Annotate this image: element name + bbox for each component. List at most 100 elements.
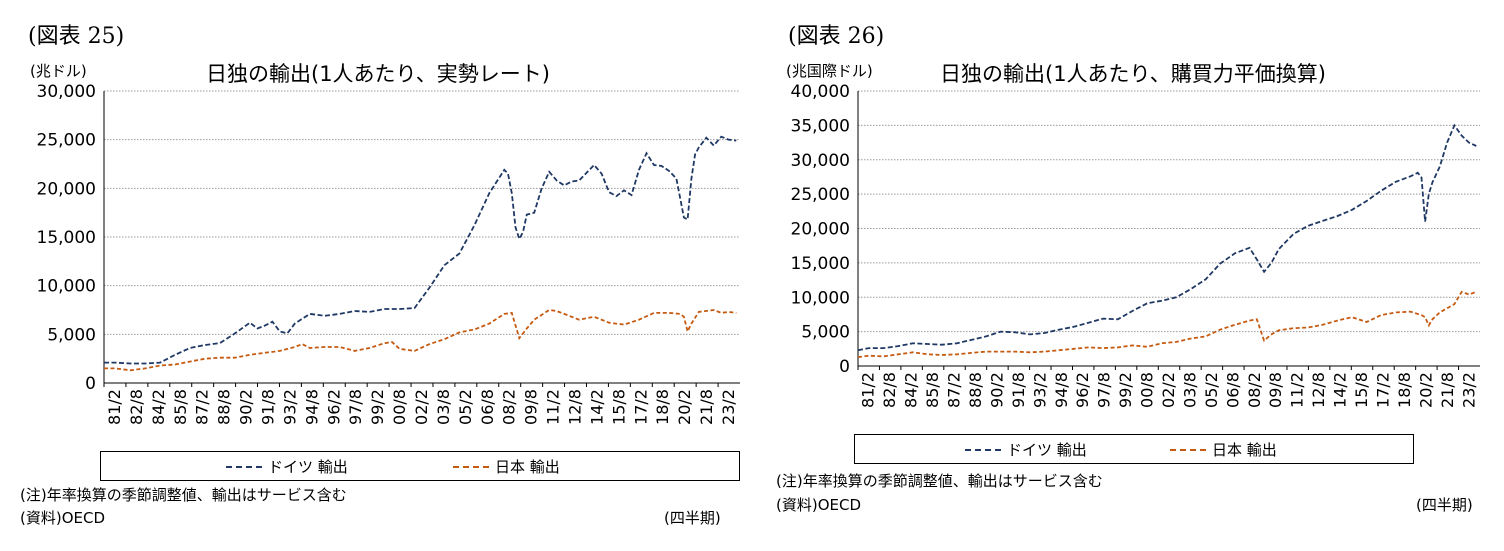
x-tick-label: 06/8 [478,389,497,425]
figure-label: (図表 26) [788,24,885,49]
series-line-japan [104,309,737,372]
x-tick-label: 11/2 [1288,372,1307,408]
x-tick-label: 81/2 [105,389,124,425]
y-tick-label: 0 [85,374,96,394]
x-tick-label: 85/8 [923,372,942,408]
x-tick-label: 09/8 [522,389,541,425]
x-tick-label: 96/2 [324,389,343,425]
x-tick-label: 97/8 [346,389,365,425]
footnote: (注)年率換算の季節調整値、輸出はサービス含む [776,472,1103,490]
x-tick-label: 02/2 [412,389,431,425]
x-tick-label: 84/2 [902,372,921,408]
x-tick-label: 00/8 [1138,372,1157,408]
series-line-japan [857,290,1477,358]
x-tick-label: 87/2 [945,372,964,408]
x-tick-label: 14/2 [1331,372,1350,408]
x-tick-label: 21/8 [697,389,716,425]
y-tick-label: 15,000 [37,228,96,248]
legend-swatch-germany [965,448,1001,451]
y-tick-label: 20,000 [791,220,850,240]
legend: ドイツ 輸出 日本 輸出 [100,451,740,481]
period-label: (四半期) [1416,496,1473,514]
x-tick-label: 21/8 [1438,372,1457,408]
period-label: (四半期) [664,509,721,527]
x-tick-label: 17/2 [631,389,650,425]
legend: ドイツ 輸出 日本 輸出 [854,434,1414,464]
panel-figure-25: (図表 25) 日独の輸出(1人あたり、実勢レート) (兆ドル) 0 5,000 1… [20,24,740,527]
x-tick-label: 88/8 [966,372,985,408]
x-tick-label: 08/2 [500,389,519,425]
y-tick-label: 25,000 [37,131,96,151]
x-tick-label: 85/8 [171,389,190,425]
x-tick-label: 02/2 [1159,372,1178,408]
y-tick-label: 20,000 [37,179,96,199]
legend-swatch-japan [1170,448,1206,451]
chart-title: 日独の輸出(1人あたり、実勢レート) [206,62,550,86]
y-tick-label: 10,000 [37,277,96,297]
x-tick-label: 91/8 [258,389,277,425]
x-tick-label: 08/2 [1245,372,1264,408]
legend-label-germany: ドイツ 輸出 [1007,441,1087,459]
x-tick-label: 90/2 [237,389,256,425]
x-tick-label: 17/2 [1373,372,1392,408]
x-tick-label: 91/8 [1009,372,1028,408]
series-line-germany [104,135,737,365]
x-tick-label: 20/2 [1416,372,1435,408]
x-tick-label: 09/8 [1266,372,1285,408]
source-note: (資料)OECD [776,496,862,514]
x-tick-label: 82/8 [127,389,146,425]
legend-label-germany: ドイツ 輸出 [268,458,348,476]
y-axis-unit: (兆ドル) [30,62,87,80]
x-tick-label: 84/2 [149,389,168,425]
chart-title: 日独の輸出(1人あたり、購買力平価換算) [940,62,1326,86]
x-tick-label: 88/8 [215,389,234,425]
x-tick-label: 12/8 [1309,372,1328,408]
x-tick-label: 82/8 [880,372,899,408]
x-tick-label: 99/2 [1116,372,1135,408]
source-note: (資料)OECD [20,509,106,527]
x-tick-label: 90/2 [987,372,1006,408]
x-tick-label: 00/8 [390,389,409,425]
x-tick-label: 94/8 [302,389,321,425]
legend-swatch-germany [226,465,262,468]
x-tick-label: 93/2 [1030,372,1049,408]
x-tick-label: 15/8 [609,389,628,425]
y-tick-label: 5,000 [47,325,96,345]
legend-label-japan: 日本 輸出 [1212,441,1277,459]
x-tick-label: 14/2 [587,389,606,425]
legend-item-japan: 日本 輸出 [1170,439,1277,460]
legend-label-japan: 日本 輸出 [495,458,560,476]
x-tick-label: 18/8 [1395,372,1414,408]
y-tick-label: 25,000 [791,185,850,205]
x-tick-label: 93/2 [280,389,299,425]
figure-label: (図表 25) [28,24,125,49]
y-tick-label: 0 [839,357,850,377]
x-tick-label: 97/8 [1095,372,1114,408]
x-tick-label: 03/8 [434,389,453,425]
line-chart: 0 5,000 10,000 15,000 20,000 25,000 30,000 81/2… [37,82,740,425]
x-tick-label: 03/8 [1180,372,1199,408]
line-chart: 0 5,000 10,000 15,000 20,000 25,000 30,000 35,0… [791,82,1480,408]
legend-item-germany: ドイツ 輸出 [226,456,348,477]
x-tick-label: 11/2 [544,389,563,425]
legend-item-germany: ドイツ 輸出 [965,439,1087,460]
x-tick-label: 05/2 [456,389,475,425]
x-tick-label: 23/2 [719,389,738,425]
legend-item-japan: 日本 輸出 [453,456,560,477]
series-line-germany [857,123,1477,352]
legend-swatch-japan [453,465,489,468]
x-tick-label: 99/2 [368,389,387,425]
x-tick-label: 15/8 [1352,372,1371,408]
x-tick-label: 12/8 [566,389,585,425]
y-axis-unit: (兆国際ドル) [786,62,873,80]
y-tick-label: 35,000 [791,116,850,136]
y-tick-label: 30,000 [791,151,850,171]
y-tick-label: 15,000 [791,254,850,274]
y-tick-label: 40,000 [791,82,850,102]
x-tick-label: 96/2 [1073,372,1092,408]
panel-figure-26: (図表 26) 日独の輸出(1人あたり、購買力平価換算) (兆国際ドル) 0 5,… [752,0,1504,551]
y-tick-label: 5,000 [801,323,850,343]
x-tick-label: 06/8 [1223,372,1242,408]
y-tick-label: 30,000 [37,82,96,102]
y-tick-label: 10,000 [791,288,850,308]
